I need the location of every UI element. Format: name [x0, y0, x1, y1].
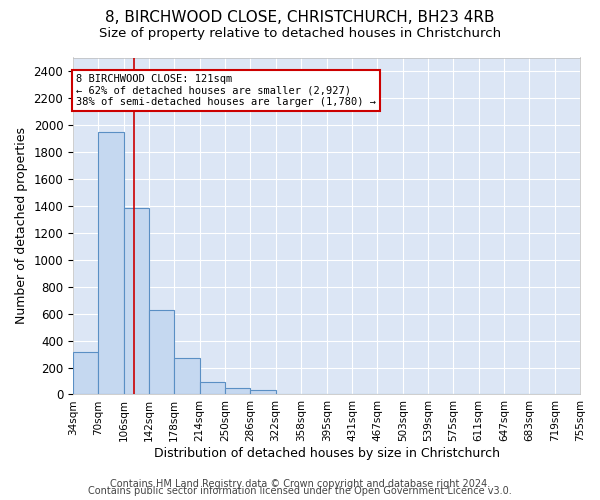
Bar	[73, 352, 98, 395]
X-axis label: Distribution of detached houses by size in Christchurch: Distribution of detached houses by size …	[154, 447, 500, 460]
Bar	[124, 208, 149, 394]
Bar	[174, 358, 200, 395]
Text: Contains HM Land Registry data © Crown copyright and database right 2024.: Contains HM Land Registry data © Crown c…	[110, 479, 490, 489]
Bar	[200, 382, 225, 394]
Bar	[149, 310, 174, 394]
Text: 8 BIRCHWOOD CLOSE: 121sqm
← 62% of detached houses are smaller (2,927)
38% of se: 8 BIRCHWOOD CLOSE: 121sqm ← 62% of detac…	[76, 74, 376, 107]
Text: 8, BIRCHWOOD CLOSE, CHRISTCHURCH, BH23 4RB: 8, BIRCHWOOD CLOSE, CHRISTCHURCH, BH23 4…	[105, 10, 495, 25]
Text: Size of property relative to detached houses in Christchurch: Size of property relative to detached ho…	[99, 28, 501, 40]
Bar	[250, 390, 275, 394]
Y-axis label: Number of detached properties: Number of detached properties	[15, 128, 28, 324]
Text: Contains public sector information licensed under the Open Government Licence v3: Contains public sector information licen…	[88, 486, 512, 496]
Bar	[225, 388, 250, 394]
Bar	[98, 132, 124, 394]
